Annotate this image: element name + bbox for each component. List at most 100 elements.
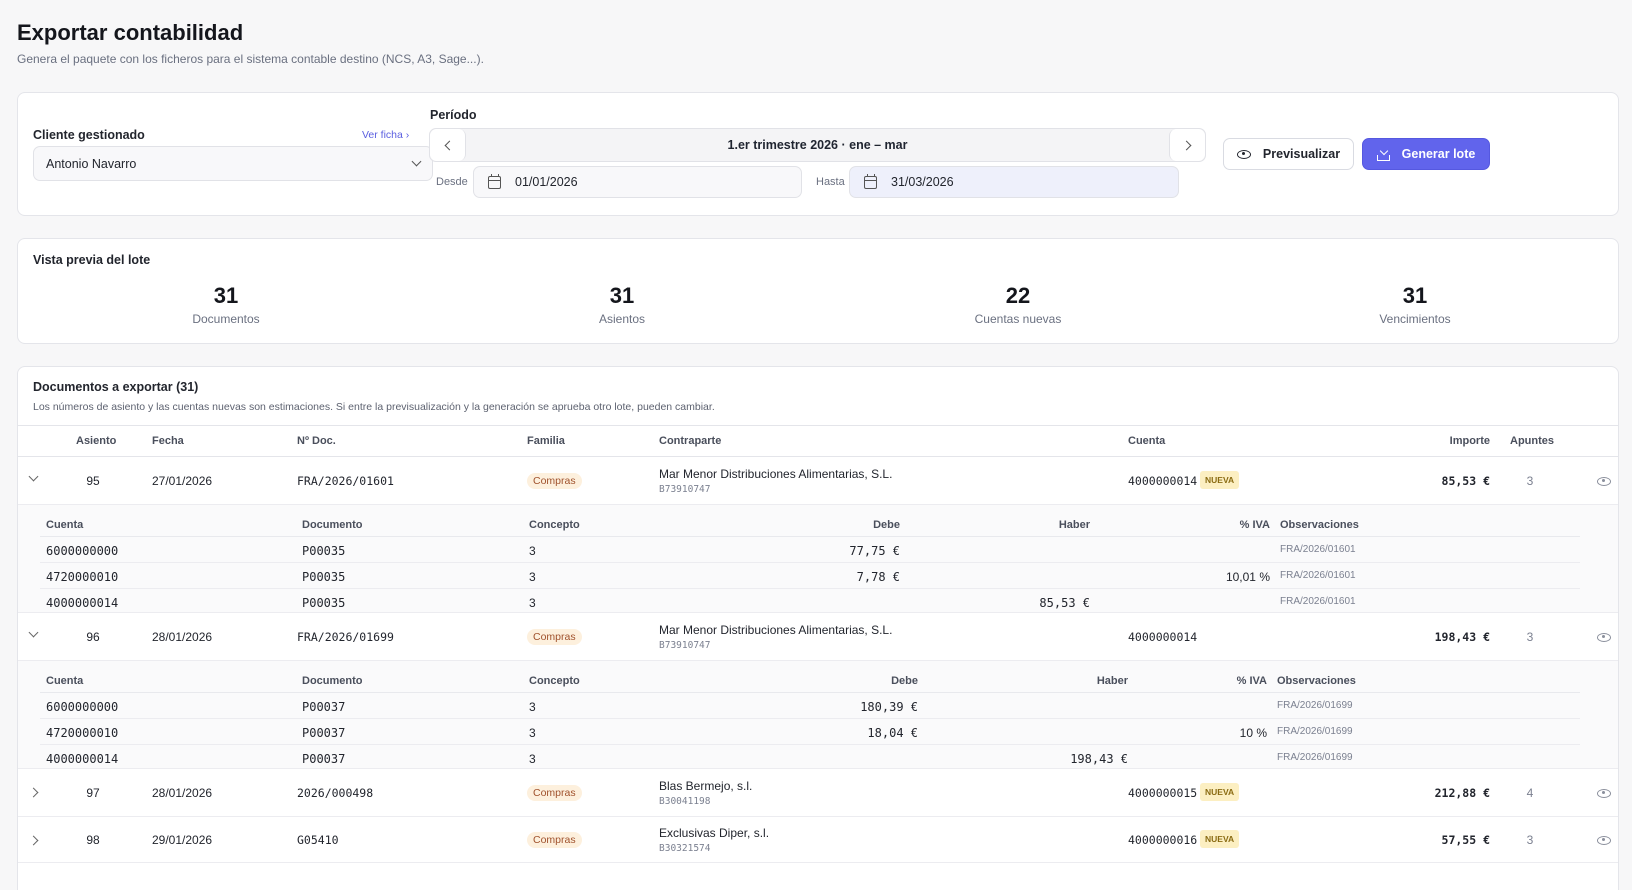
- detail-col-debe: Debe: [873, 519, 900, 531]
- row-contraparte: Mar Menor Distribuciones Alimentarias, S…: [659, 467, 893, 481]
- col-asiento[interactable]: Asiento: [76, 435, 117, 447]
- row-asiento: 97: [86, 786, 100, 800]
- stat-documentos: 31 Documentos: [192, 283, 260, 326]
- detail-line: 4720000010 P00037 3 18,04 € 10 % FRA/202…: [40, 719, 1580, 745]
- col-familia[interactable]: Familia: [527, 435, 565, 447]
- row-importe: 198,43 €: [1434, 630, 1490, 644]
- row-asiento: 96: [86, 630, 100, 644]
- previous-period-button[interactable]: [430, 129, 466, 161]
- desde-label: Desde: [436, 176, 468, 188]
- col-cuenta[interactable]: Cuenta: [1128, 435, 1166, 447]
- eye-icon[interactable]: [1597, 477, 1611, 486]
- col-contraparte[interactable]: Contraparte: [659, 435, 722, 447]
- row-detail: Cuenta Documento Concepto Debe Haber % I…: [18, 661, 1618, 769]
- row-doc: FRA/2026/01601: [297, 474, 394, 488]
- row-apuntes: 3: [1526, 474, 1534, 488]
- row-apuntes: 3: [1526, 630, 1534, 644]
- detail-col-concepto: Concepto: [529, 519, 580, 531]
- familia-badge: Compras: [527, 785, 582, 801]
- filters-card: Cliente gestionado Ver ficha › Antonio N…: [17, 92, 1619, 216]
- chevron-down-icon: [411, 156, 422, 167]
- row-apuntes: 4: [1526, 786, 1534, 800]
- detail-col-haber: Haber: [1096, 675, 1128, 687]
- detail-col-cuenta: Cuenta: [46, 675, 84, 687]
- hasta-date-input[interactable]: 31/03/2026: [849, 166, 1179, 198]
- calendar-icon: [488, 173, 501, 189]
- period-selector: 1.er trimestre 2026 · ene – mar: [429, 128, 1206, 162]
- row-asiento: 95: [86, 474, 100, 488]
- row-contraparte: Exclusivas Diper, s.l.: [659, 826, 770, 840]
- chevron-right-icon[interactable]: [28, 787, 39, 798]
- detail-line: 4720000010 P00035 3 7,78 € 10,01 % FRA/2…: [40, 563, 1580, 589]
- detail-line: 6000000000 P00037 3 180,39 € FRA/2026/01…: [40, 693, 1580, 719]
- detail-header: Cuenta Documento Concepto Debe Haber % I…: [40, 661, 1580, 693]
- desde-date-input[interactable]: 01/01/2026: [473, 166, 802, 198]
- detail-col-iva: % IVA: [1236, 675, 1267, 687]
- detail-col-concepto: Concepto: [529, 675, 580, 687]
- next-period-button[interactable]: [1169, 129, 1205, 161]
- table-row[interactable]: 95 27/01/2026 FRA/2026/01601 Compras Mar…: [18, 457, 1618, 505]
- eye-icon[interactable]: [1597, 789, 1611, 798]
- col-importe[interactable]: Importe: [1449, 435, 1490, 447]
- chevron-down-icon[interactable]: [28, 627, 39, 638]
- eye-icon: [1236, 149, 1251, 159]
- detail-col-debe: Debe: [891, 675, 918, 687]
- chevron-right-icon[interactable]: [28, 835, 39, 846]
- col-num-doc[interactable]: Nº Doc.: [297, 435, 336, 447]
- row-fecha: 29/01/2026: [152, 833, 213, 847]
- client-label: Cliente gestionado: [33, 128, 145, 142]
- row-cuenta: 4000000015: [1128, 786, 1198, 800]
- ver-ficha-link[interactable]: Ver ficha ›: [362, 129, 410, 141]
- detail-col-documento: Documento: [302, 519, 363, 531]
- row-doc: G05410: [297, 833, 339, 847]
- nueva-badge: NUEVA: [1200, 830, 1240, 848]
- estimation-note: Los números de asiento y las cuentas nue…: [33, 401, 715, 413]
- row-fecha: 28/01/2026: [152, 786, 213, 800]
- col-fecha[interactable]: Fecha: [152, 435, 184, 447]
- row-doc: FRA/2026/01699: [297, 630, 394, 644]
- familia-badge: Compras: [527, 629, 582, 645]
- row-nif: B73910747: [659, 640, 711, 651]
- stat-cuentas-nuevas: 22 Cuentas nuevas: [974, 283, 1062, 326]
- col-apuntes[interactable]: Apuntes: [1510, 435, 1554, 447]
- nueva-badge: NUEVA: [1200, 783, 1240, 801]
- row-nif: B73910747: [659, 484, 711, 495]
- eye-icon[interactable]: [1597, 633, 1611, 642]
- chevron-right-icon: [1181, 140, 1191, 150]
- hasta-label: Hasta: [816, 176, 845, 188]
- batch-preview-card: Vista previa del lote 31 Documentos 31 A…: [17, 238, 1619, 344]
- stat-asientos: 31 Asientos: [598, 283, 646, 326]
- detail-header: Cuenta Documento Concepto Debe Haber % I…: [40, 505, 1580, 537]
- documents-card: Documentos a exportar (31) Los números d…: [17, 366, 1619, 890]
- table-row[interactable]: 97 28/01/2026 2026/000498 Compras Blas B…: [18, 769, 1618, 817]
- chevron-left-icon: [444, 140, 454, 150]
- eye-icon[interactable]: [1597, 836, 1611, 845]
- chevron-down-icon[interactable]: [28, 471, 39, 482]
- row-importe: 212,88 €: [1434, 786, 1490, 800]
- detail-line: 6000000000 P00035 3 77,75 € FRA/2026/016…: [40, 537, 1580, 563]
- generate-batch-button[interactable]: Generar lote: [1362, 138, 1490, 170]
- row-fecha: 28/01/2026: [152, 630, 213, 644]
- row-importe: 57,55 €: [1441, 833, 1490, 847]
- stat-vencimientos: 31 Vencimientos: [1379, 283, 1451, 326]
- row-doc: 2026/000498: [297, 786, 374, 800]
- hasta-date-value: 31/03/2026: [891, 175, 954, 189]
- detail-col-observaciones: Observaciones: [1280, 519, 1359, 531]
- row-asiento: 98: [86, 833, 100, 847]
- client-select[interactable]: Antonio Navarro: [33, 146, 433, 181]
- row-cuenta: 4000000014: [1128, 630, 1198, 644]
- period-label: Período: [430, 108, 477, 122]
- detail-col-iva: % IVA: [1239, 519, 1270, 531]
- preview-title: Vista previa del lote: [33, 253, 151, 267]
- row-contraparte: Mar Menor Distribuciones Alimentarias, S…: [659, 623, 893, 637]
- row-cuenta: 4000000014: [1128, 474, 1198, 488]
- page-subtitle: Genera el paquete con los ficheros para …: [17, 52, 484, 66]
- nueva-badge: NUEVA: [1200, 471, 1240, 489]
- table-row[interactable]: 98 29/01/2026 G05410 Compras Exclusivas …: [18, 817, 1618, 863]
- preview-button[interactable]: Previsualizar: [1223, 138, 1354, 170]
- detail-col-observaciones: Observaciones: [1277, 675, 1356, 687]
- chevron-right-icon: ›: [405, 129, 410, 141]
- detail-col-cuenta: Cuenta: [46, 519, 84, 531]
- familia-badge: Compras: [527, 473, 582, 489]
- table-row[interactable]: 96 28/01/2026 FRA/2026/01699 Compras Mar…: [18, 613, 1618, 661]
